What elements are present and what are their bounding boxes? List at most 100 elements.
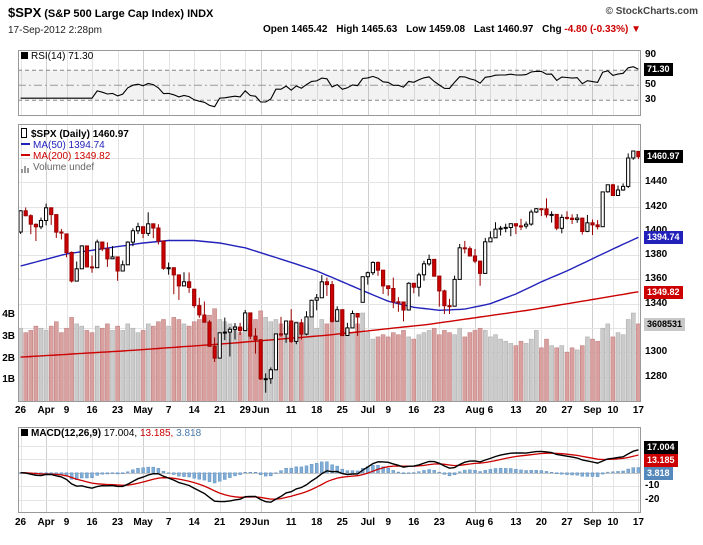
volume-bar-glyph <box>24 166 26 173</box>
open-label: Open <box>262 24 289 35</box>
x-axis-label: 23 <box>433 405 445 416</box>
x-axis-label: Sep <box>583 517 602 528</box>
x-axis-label: Aug <box>465 405 485 416</box>
open-value: 1465.42 <box>291 24 328 35</box>
rsi-axis-label: 50 <box>645 79 657 91</box>
x-axis-label: 10 <box>607 517 619 528</box>
price-value-box: 1460.97 <box>644 150 683 163</box>
rsi-panel <box>18 50 641 116</box>
x-axis-label: Jun <box>251 405 270 416</box>
down-arrow-icon: ▼ <box>631 24 641 35</box>
x-axis-label: Apr <box>37 405 55 416</box>
x-axis-label: 23 <box>112 405 124 416</box>
macd-legend: MACD(12,26,9) 17.004, 13.185, 3.818 <box>21 428 201 439</box>
x-axis-label: 18 <box>311 405 323 416</box>
x-axis-label: Jul <box>360 405 376 416</box>
x-axis-label: Aug <box>465 517 485 528</box>
hist-value-text: 3.818 <box>176 428 202 439</box>
price-axis-label: 1380 <box>645 249 668 261</box>
main-legend-symbol: $SPX (Daily) 1460.97 <box>21 128 129 140</box>
x-axis-label: 29 <box>239 517 251 528</box>
x-axis-label: 6 <box>487 517 494 528</box>
x-axis-label: 7 <box>165 517 172 528</box>
x-axis-label: 9 <box>63 517 70 528</box>
price-axis-label: 1360 <box>645 273 668 285</box>
x-axis-label: Jul <box>360 517 376 528</box>
rsi-legend: RSI(14) 71.30 <box>21 51 93 62</box>
ma200-line <box>20 291 639 358</box>
x-axis-label: 21 <box>214 517 226 528</box>
header-line1: $SPX (S&P 500 Large Cap Index) INDX <box>8 4 213 22</box>
volume-axis-label: 4B <box>2 309 15 321</box>
ma200-line-icon <box>21 154 30 156</box>
macd-histogram <box>18 461 641 484</box>
x-axis-label: 29 <box>239 405 251 416</box>
quote-strip: Open 1465.42 High 1465.63 Low 1459.08 La… <box>257 24 641 35</box>
main-legend-symbol-text: $SPX (Daily) 1460.97 <box>31 129 129 140</box>
high-label: High <box>336 24 359 35</box>
x-axis-label: 11 <box>285 405 297 416</box>
volume-bar-glyph <box>27 168 29 173</box>
symbol: $SPX <box>8 5 42 20</box>
price-axis-label: 1440 <box>645 176 668 188</box>
panel-border <box>18 427 641 513</box>
panel-border <box>18 124 641 402</box>
main-legend-ma50: MA(50) 1394.74 <box>21 140 105 151</box>
ma50-line-icon <box>21 143 30 145</box>
rsi-axis-label: 90 <box>645 49 657 61</box>
grid-horizontal <box>18 158 641 378</box>
ma200-value-box: 1349.82 <box>644 286 683 299</box>
x-axis-label: 16 <box>86 405 98 416</box>
price-axis-label: 1300 <box>645 346 668 358</box>
x-axis-label: 9 <box>63 405 70 416</box>
copyright: © StockCharts.com <box>605 6 698 17</box>
volume-legend-text: Volume undef <box>33 162 95 173</box>
macd-axis-label: -10 <box>645 480 660 492</box>
x-axis-label: 27 <box>561 405 573 416</box>
x-axis-label: 21 <box>214 405 226 416</box>
panel-border <box>18 50 641 116</box>
volume-axis-label: 2B <box>2 352 15 364</box>
macd-legend-name: MACD(12,26,9) <box>31 428 102 439</box>
x-axis-label: 9 <box>385 517 391 528</box>
x-axis-label: 16 <box>408 405 420 416</box>
macd-panel <box>18 427 641 513</box>
volume-bar-glyph <box>21 169 23 173</box>
x-axis-label: 23 <box>112 517 124 528</box>
grid-vertical <box>21 50 639 116</box>
candles <box>18 150 641 393</box>
last-label: Last <box>473 24 495 35</box>
x-axis-label: 10 <box>607 405 619 416</box>
rsi-legend-text: RSI(14) 71.30 <box>31 51 94 62</box>
last-value: 1460.97 <box>497 24 534 35</box>
x-axis-label: 20 <box>535 405 547 416</box>
x-axis-label: 17 <box>632 405 644 416</box>
signal-value-text: 13.185, <box>139 428 174 439</box>
x-axis-label: Jun <box>251 517 270 528</box>
rsi-line <box>20 66 639 108</box>
chg-label: Chg <box>542 24 562 35</box>
x-axis-label: May <box>133 517 153 528</box>
high-value: 1465.63 <box>361 24 398 35</box>
x-axis-label: 27 <box>561 517 573 528</box>
x-axis-label: 25 <box>336 517 348 528</box>
x-axis-label: 13 <box>510 517 522 528</box>
hist-value-box: 3.818 <box>644 467 673 480</box>
main-legend-volume: Volume undef <box>21 162 94 173</box>
volume-axis-label: 3B <box>2 330 15 342</box>
candle-icon <box>21 128 27 138</box>
price-axis-label: 1280 <box>645 370 668 382</box>
x-axis-label: 14 <box>188 405 200 416</box>
price-panel <box>18 124 641 402</box>
volume-axis-label: 1B <box>2 374 15 386</box>
rsi-legend-icon <box>21 52 28 59</box>
price-axis-label: 1420 <box>645 200 668 212</box>
rsi-axis-label: 30 <box>645 94 657 106</box>
ma50-value-box: 1394.74 <box>644 231 683 244</box>
price-axis-label: 1340 <box>645 297 668 309</box>
x-axis-label: May <box>133 405 153 416</box>
volume-bars <box>18 306 641 402</box>
volume-value-box: 3608531 <box>644 318 686 331</box>
price-axis-label: 1400 <box>645 225 667 237</box>
